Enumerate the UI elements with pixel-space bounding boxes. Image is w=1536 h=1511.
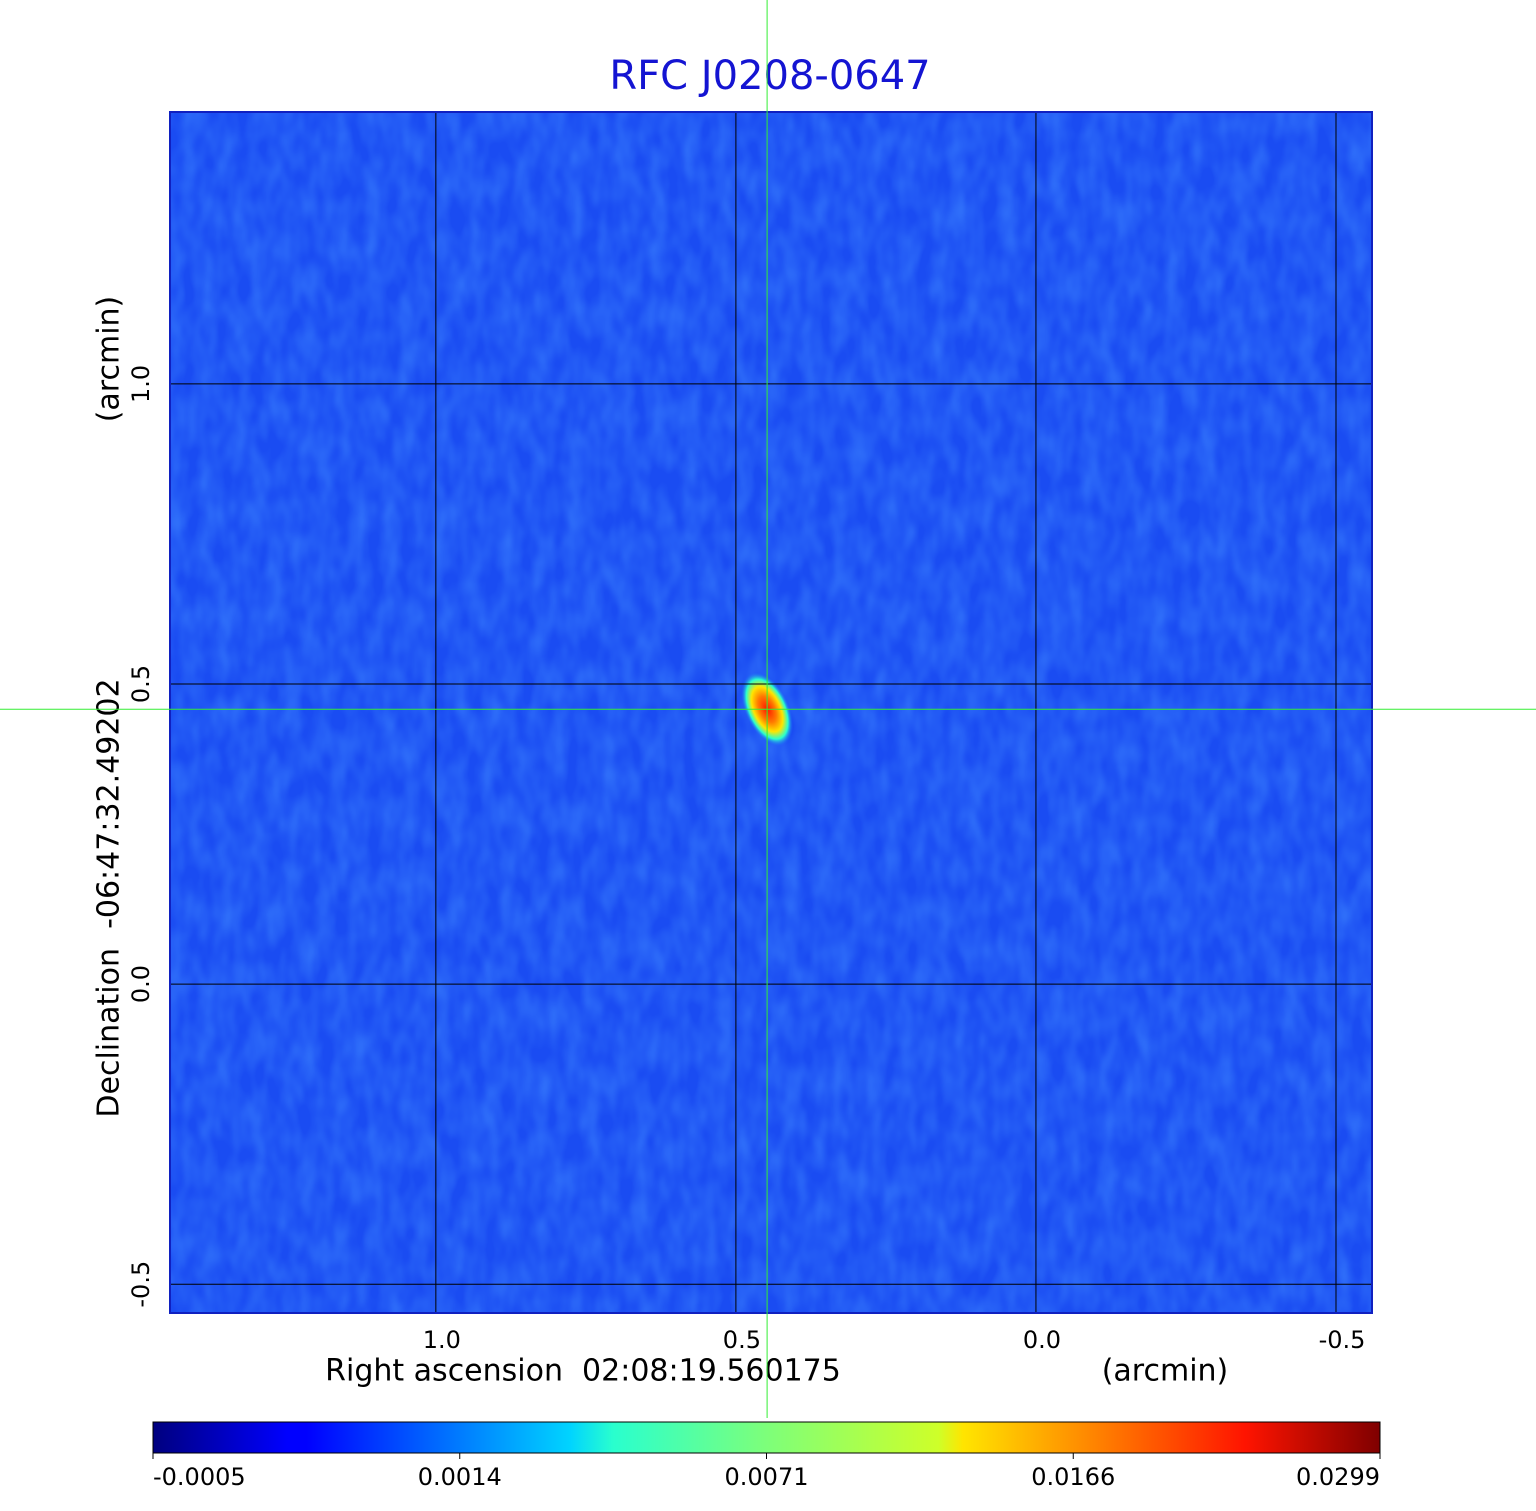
x-tick-label: -0.5 xyxy=(1319,1326,1366,1354)
colorbar-tick-label: 0.0014 xyxy=(418,1463,502,1491)
x-axis-unit: (arcmin) xyxy=(1102,1354,1229,1389)
colorbar-tick-label: 0.0071 xyxy=(725,1463,809,1491)
colorbar-tick-label: -0.0005 xyxy=(153,1463,246,1491)
colorbar xyxy=(152,1421,1381,1454)
x-tick-label: 1.0 xyxy=(423,1326,461,1354)
colorbar-tick-label: 0.0166 xyxy=(1031,1463,1115,1491)
x-tick-label: 0.5 xyxy=(723,1326,761,1354)
y-tick-label: 0.5 xyxy=(127,665,155,703)
y-tick-label: -0.5 xyxy=(127,1261,155,1308)
y-axis-unit: (arcmin) xyxy=(92,296,127,423)
y-tick-label: 0.0 xyxy=(127,965,155,1003)
plot-frame xyxy=(169,111,1373,1314)
x-axis-label: Right ascension 02:08:19.560175 xyxy=(325,1354,841,1389)
y-tick-label: 1.0 xyxy=(127,365,155,403)
y-axis-label: Declination -06:47:32.49202 xyxy=(92,678,127,1117)
x-tick-label: 0.0 xyxy=(1023,1326,1061,1354)
colorbar-tick-label: 0.0299 xyxy=(1296,1463,1380,1491)
chart-title: RFC J0208-0647 xyxy=(609,53,930,99)
